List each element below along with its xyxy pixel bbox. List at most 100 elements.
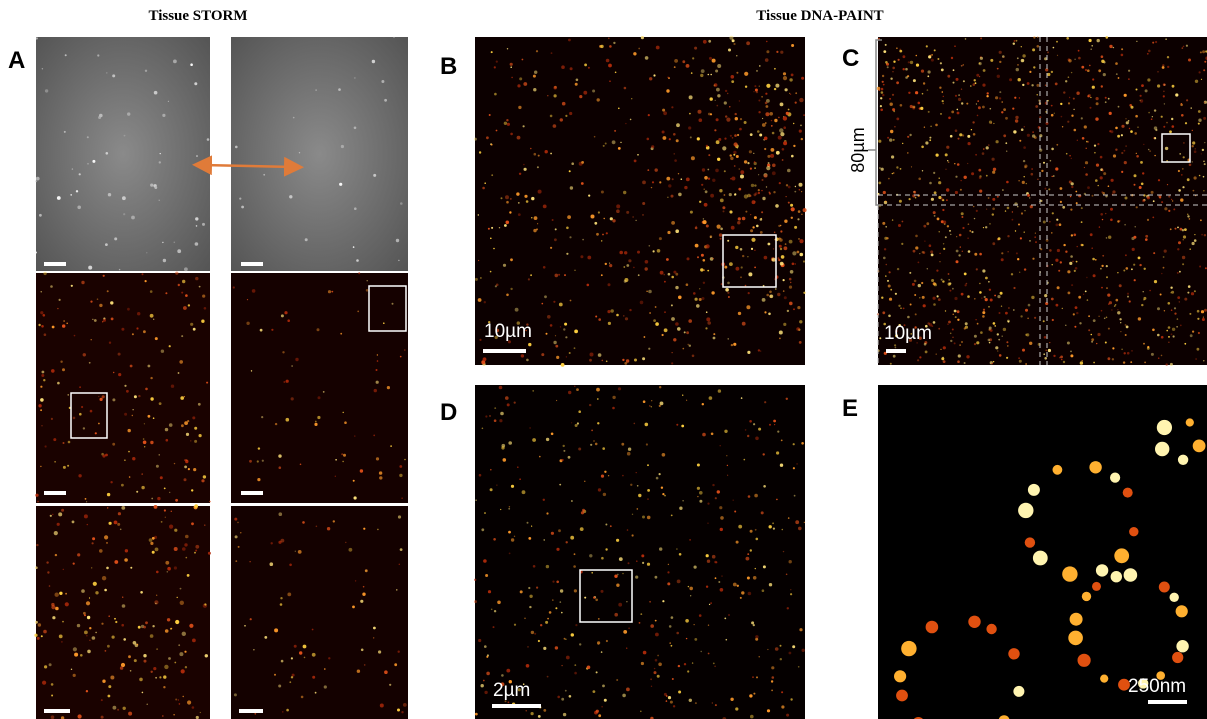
spot	[929, 137, 931, 139]
spot	[992, 242, 995, 245]
spot	[1171, 309, 1173, 311]
spot	[794, 191, 796, 193]
spot	[1199, 266, 1201, 268]
spot	[1037, 94, 1038, 95]
spot	[166, 439, 169, 442]
spot	[289, 681, 291, 683]
spot	[801, 442, 804, 445]
spot	[1089, 39, 1092, 42]
spot	[364, 664, 366, 666]
spot	[608, 322, 611, 325]
spot	[1037, 45, 1040, 48]
spot	[1002, 189, 1004, 191]
spot	[1126, 267, 1129, 270]
spot	[1035, 233, 1036, 234]
spot	[720, 528, 723, 531]
spot	[1177, 318, 1179, 320]
spot	[666, 177, 670, 181]
spot	[733, 343, 736, 346]
spot	[788, 202, 790, 204]
spot	[1084, 167, 1085, 168]
spot	[349, 548, 353, 552]
spot	[905, 68, 908, 71]
spot	[989, 289, 991, 291]
spot	[605, 143, 607, 145]
spot	[783, 116, 787, 120]
spot	[1119, 284, 1122, 287]
spot	[1202, 50, 1205, 53]
spot	[555, 274, 559, 278]
spot	[164, 665, 168, 669]
spot	[1023, 176, 1024, 177]
spot	[988, 339, 991, 342]
spot	[1203, 176, 1205, 178]
spot	[909, 272, 911, 274]
spot	[922, 93, 924, 95]
spot	[1076, 312, 1078, 314]
spot	[782, 148, 785, 151]
spot	[196, 155, 198, 157]
spot	[73, 417, 76, 420]
spot	[1066, 37, 1069, 40]
spot	[182, 632, 186, 636]
spot	[187, 700, 191, 704]
spot	[973, 206, 975, 208]
spot	[754, 216, 757, 219]
spot	[282, 351, 284, 353]
spot	[564, 638, 566, 640]
spot	[569, 236, 571, 238]
spot	[938, 298, 941, 301]
spot	[630, 119, 632, 121]
spot	[121, 484, 124, 487]
spot	[522, 490, 526, 494]
spot	[1145, 238, 1148, 241]
spot	[126, 390, 129, 393]
spot	[153, 319, 154, 320]
spot	[533, 75, 536, 78]
spot	[1031, 168, 1033, 170]
spot	[998, 339, 1000, 341]
spot	[1051, 71, 1053, 73]
spot	[128, 451, 130, 453]
spot	[156, 648, 158, 650]
spot	[596, 388, 600, 392]
spot	[739, 128, 742, 131]
spot	[1203, 360, 1204, 361]
spot	[628, 259, 631, 262]
spot	[931, 59, 934, 62]
spot	[961, 341, 963, 343]
spot	[664, 311, 666, 313]
spot	[955, 191, 958, 194]
spot	[1152, 116, 1153, 117]
spot	[940, 349, 941, 350]
spot	[767, 155, 770, 158]
spot	[593, 597, 595, 599]
spot	[57, 382, 60, 385]
spot	[1008, 307, 1010, 309]
spot	[1167, 184, 1168, 185]
spot	[1091, 247, 1093, 249]
spot	[718, 581, 720, 583]
spot	[1097, 333, 1100, 336]
spot	[608, 475, 609, 476]
spot	[671, 304, 673, 306]
spot	[628, 448, 631, 451]
spot	[623, 191, 626, 194]
spot	[778, 259, 780, 261]
image	[231, 37, 408, 271]
spot	[1192, 242, 1195, 245]
spot	[738, 525, 742, 529]
spot	[1024, 165, 1027, 168]
spot	[376, 381, 379, 384]
spot	[150, 542, 153, 545]
spot	[489, 114, 491, 116]
spot	[765, 58, 769, 62]
spot	[737, 585, 739, 587]
spot	[788, 109, 790, 111]
spot	[485, 415, 487, 417]
spot	[510, 258, 513, 261]
spot	[1069, 97, 1070, 98]
spot	[91, 339, 92, 340]
spot	[501, 446, 504, 449]
spot	[900, 104, 903, 107]
